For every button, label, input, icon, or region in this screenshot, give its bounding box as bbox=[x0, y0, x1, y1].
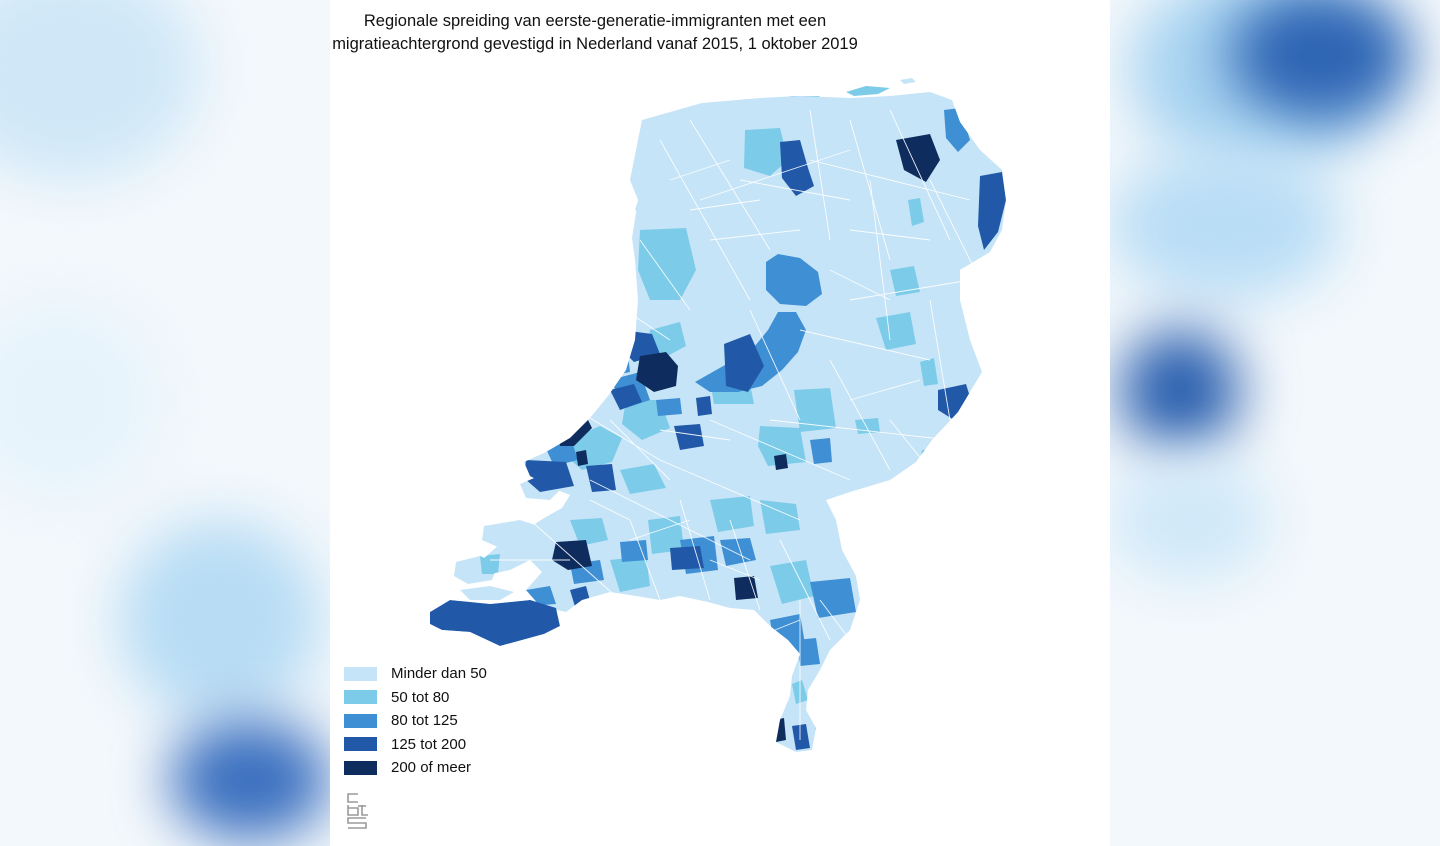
region-fill bbox=[604, 336, 630, 376]
map-figure: Regionale spreiding van eerste-generatie… bbox=[330, 0, 1110, 846]
island-rottumeroog bbox=[900, 78, 916, 84]
legend-swatch bbox=[344, 737, 377, 752]
region-fill bbox=[944, 108, 970, 152]
map-legend: Minder dan 50 50 tot 80 80 tot 125 125 t… bbox=[344, 662, 487, 780]
legend-item: 80 tot 125 bbox=[344, 709, 487, 733]
region-fill bbox=[876, 312, 916, 350]
legend-item: 50 tot 80 bbox=[344, 686, 487, 710]
region-fill bbox=[774, 718, 786, 742]
region-fill bbox=[890, 266, 920, 296]
region-fill bbox=[552, 540, 592, 570]
legend-item: 200 of meer bbox=[344, 756, 487, 780]
region-fill bbox=[638, 228, 696, 300]
legend-item: 125 tot 200 bbox=[344, 733, 487, 757]
region-fill bbox=[570, 518, 608, 546]
region-fill bbox=[792, 724, 810, 750]
blurred-background-right bbox=[1110, 0, 1440, 846]
region-fill bbox=[656, 398, 682, 416]
region-fill bbox=[480, 554, 500, 574]
legend-label: 80 tot 125 bbox=[391, 712, 458, 730]
legend-item: Minder dan 50 bbox=[344, 662, 487, 686]
region-fill bbox=[978, 172, 1006, 250]
region-fill bbox=[734, 576, 758, 600]
cbs-logo-icon bbox=[347, 793, 368, 829]
legend-label: 50 tot 80 bbox=[391, 688, 450, 706]
region-fill bbox=[920, 448, 950, 480]
legend-swatch bbox=[344, 666, 377, 681]
legend-swatch bbox=[344, 760, 377, 775]
island-schiermonnikoog bbox=[846, 86, 890, 96]
blurred-background-left bbox=[0, 0, 330, 846]
region-fill bbox=[766, 254, 822, 306]
region-fill bbox=[610, 384, 642, 410]
region-fill bbox=[724, 334, 764, 392]
region-fill bbox=[696, 396, 712, 416]
region-fill bbox=[794, 388, 836, 432]
region-fill bbox=[814, 744, 828, 752]
region-fill bbox=[796, 638, 820, 666]
region-fill bbox=[760, 500, 800, 534]
legend-swatch bbox=[344, 713, 377, 728]
legend-label: 200 of meer bbox=[391, 759, 472, 777]
region-fill bbox=[710, 496, 754, 532]
region-fill bbox=[524, 460, 574, 492]
region-fill bbox=[620, 540, 648, 562]
region-fill bbox=[586, 464, 616, 492]
region-fill bbox=[610, 556, 650, 592]
region-fill bbox=[674, 424, 704, 450]
map-title-line-2: migratieachtergrond gevestigd in Nederla… bbox=[332, 35, 858, 53]
map-title-line-1: Regionale spreiding van eerste-generatie… bbox=[363, 12, 827, 30]
region-fill bbox=[670, 546, 704, 570]
region-fill bbox=[620, 464, 666, 494]
region-fill bbox=[636, 352, 678, 392]
netherlands-map bbox=[430, 78, 1006, 752]
region-fill bbox=[576, 450, 588, 466]
map-title: Regionale spreiding van eerste-generatie… bbox=[330, 10, 860, 56]
region-fill bbox=[920, 358, 938, 386]
region-fill bbox=[648, 516, 684, 554]
legend-swatch bbox=[344, 690, 377, 705]
region-fill bbox=[770, 560, 814, 604]
region-fill bbox=[908, 198, 924, 226]
region-fill bbox=[810, 578, 856, 618]
region-fill bbox=[430, 600, 560, 646]
region-fill bbox=[810, 438, 832, 464]
region-fill bbox=[814, 712, 830, 734]
municipal-borders bbox=[490, 109, 991, 740]
region-fill bbox=[774, 454, 788, 470]
class-50-tot-80 bbox=[460, 128, 950, 734]
legend-label: 125 tot 200 bbox=[391, 735, 467, 753]
region-fill bbox=[744, 128, 788, 176]
legend-label: Minder dan 50 bbox=[391, 665, 487, 683]
